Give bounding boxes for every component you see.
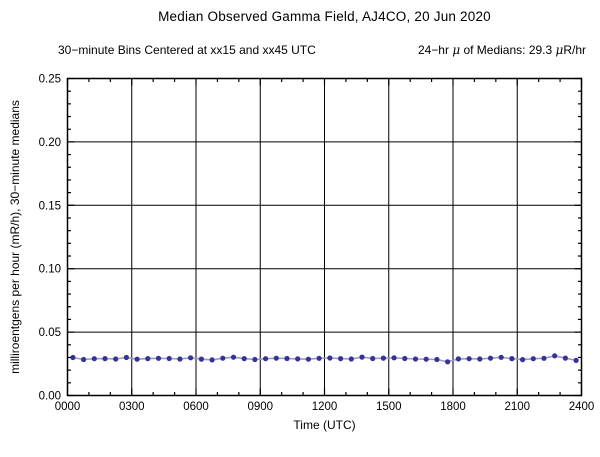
mu-symbol: μ (452, 43, 461, 57)
median-data-point (573, 357, 579, 363)
median-data-point (220, 355, 226, 361)
x-tick-label: 2100 (504, 401, 530, 413)
chart-subtitle-mean: 24−hr μ of Medians: 29.3 μR/hr (418, 43, 586, 57)
median-data-point (155, 355, 162, 361)
median-data-point (380, 355, 386, 361)
median-data-point (81, 356, 87, 363)
median-data-point (263, 356, 269, 362)
mu-symbol: μ (555, 43, 564, 57)
x-tick-label: 0000 (55, 401, 81, 413)
median-data-point (166, 355, 172, 362)
mean-label-mid: of Medians: 29.3 (460, 43, 556, 57)
y-tick-label: 0.05 (39, 327, 61, 339)
median-data-point (434, 356, 440, 363)
median-data-point (455, 356, 461, 362)
x-tick-label: 1200 (312, 401, 338, 413)
x-tick-label: 0900 (247, 401, 273, 413)
median-data-point (113, 356, 119, 362)
median-data-point (295, 356, 301, 362)
y-tick-label: 0.10 (39, 264, 61, 276)
x-tick-label: 1500 (376, 401, 402, 413)
x-tick-label: 0600 (183, 401, 209, 413)
median-data-point (123, 354, 129, 361)
median-data-point (509, 356, 515, 362)
median-data-point (305, 356, 311, 362)
x-axis-label: Time (UTC) (293, 418, 355, 432)
median-data-point (327, 355, 333, 361)
median-data-point (284, 355, 290, 362)
median-data-point (177, 356, 183, 362)
y-tick-label: 0.20 (39, 137, 61, 149)
median-data-point (209, 357, 215, 363)
y-tick-label: 0.00 (39, 391, 61, 403)
mean-label-prefix: 24−hr (417, 43, 453, 57)
chart-title: Median Observed Gamma Field, AJ4CO, 20 J… (158, 9, 491, 24)
median-data-point (188, 355, 194, 361)
chart-subtitle-bins: 30−minute Bins Centered at xx15 and xx45… (58, 43, 316, 57)
median-data-point (145, 356, 151, 362)
median-data-point (412, 356, 419, 362)
median-data-point (562, 355, 569, 361)
median-data-point (134, 356, 140, 362)
median-data-point (477, 356, 483, 362)
y-tick-label: 0.15 (39, 200, 61, 212)
median-data-point (423, 356, 429, 362)
median-data-point (70, 354, 76, 361)
median-data-point (91, 356, 97, 362)
y-tick-label: 0.25 (39, 74, 61, 86)
median-data-point (198, 356, 204, 362)
median-data-point (402, 355, 408, 362)
median-data-point (252, 356, 258, 363)
x-tick-label: 0300 (119, 401, 145, 413)
median-data-point (520, 357, 526, 363)
median-data-point (241, 356, 247, 362)
y-axis-label: milliroentgens per hour (mR/h), 30−minut… (8, 100, 22, 374)
median-data-point (552, 353, 558, 359)
median-data-point (445, 359, 451, 365)
median-data-point (530, 356, 536, 362)
median-data-point (359, 354, 365, 360)
median-data-point (338, 356, 344, 362)
x-tick-label: 1800 (440, 401, 466, 413)
median-data-point (391, 355, 397, 361)
x-tick-label: 2400 (569, 401, 595, 413)
mean-label-suffix: R/hr (563, 43, 586, 57)
median-data-point (230, 354, 237, 360)
median-data-point (487, 355, 494, 361)
median-data-point (348, 356, 354, 362)
median-data-point (102, 356, 108, 362)
median-data-point (316, 355, 322, 361)
median-data-point (498, 354, 504, 360)
median-data-point (370, 355, 376, 362)
median-data-point (541, 355, 547, 361)
median-data-point (273, 355, 279, 361)
median-data-point (466, 356, 472, 362)
